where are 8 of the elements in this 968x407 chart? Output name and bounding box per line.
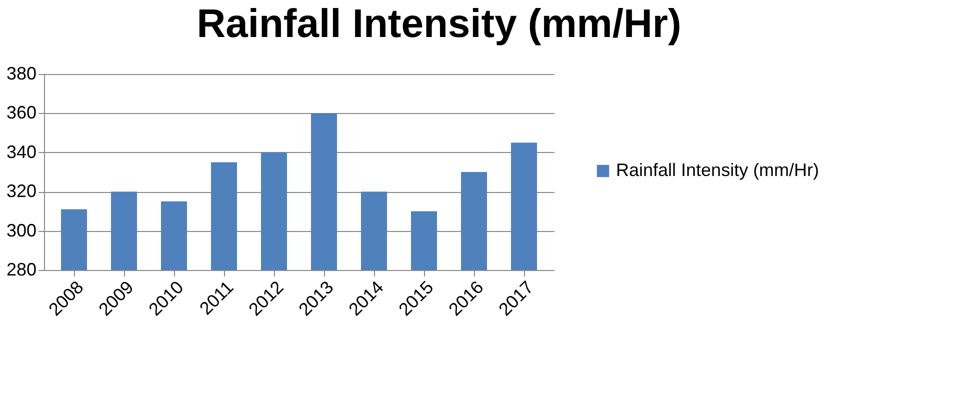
y-tick-label: 280 (6, 260, 36, 280)
y-tick-label: 320 (6, 181, 36, 202)
chart-title: Rainfall Intensity (mm/Hr) (196, 2, 682, 46)
y-tick-label: 360 (6, 102, 36, 123)
y-tick-label: 300 (6, 220, 36, 240)
y-tick-label: 340 (6, 142, 36, 162)
legend-label: Rainfall Intensity (mm/Hr) (616, 160, 820, 180)
y-tick-label: 380 (6, 64, 36, 84)
